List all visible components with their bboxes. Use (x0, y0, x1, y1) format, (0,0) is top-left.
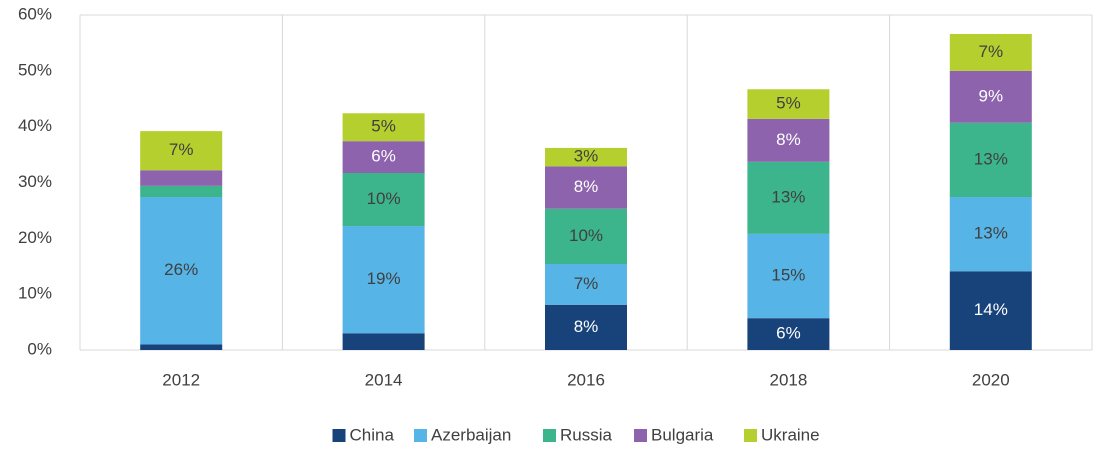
data-label: 7% (979, 42, 1004, 61)
bar-segment (545, 166, 627, 209)
legend-label: Russia (560, 425, 613, 444)
y-tick-label: 30% (18, 172, 52, 191)
x-tick-label: 2014 (365, 370, 403, 389)
x-tick-label: 2018 (769, 370, 807, 389)
bar-segment (545, 208, 627, 265)
y-tick-label: 40% (18, 116, 52, 135)
bar-segment (140, 131, 223, 171)
legend-swatch (744, 429, 757, 442)
bar-segment (545, 264, 627, 305)
bar-segment (747, 318, 830, 350)
bar-segment (747, 118, 830, 162)
bar-segment (342, 226, 425, 334)
bar-segment (545, 304, 627, 350)
bar-segment (949, 271, 1032, 350)
legend-label: Bulgaria (651, 425, 714, 444)
x-tick-label: 2020 (972, 370, 1010, 389)
bar-segment (342, 113, 425, 142)
data-label: 13% (771, 187, 805, 206)
bar-segment (949, 70, 1032, 123)
data-label: 15% (771, 266, 805, 285)
legend-swatch (634, 429, 647, 442)
data-label: 5% (371, 117, 396, 136)
bar-segment (545, 147, 627, 167)
data-label: 7% (169, 140, 194, 159)
data-label: 8% (776, 130, 801, 149)
bar-segment (342, 333, 425, 350)
data-label: 6% (776, 324, 801, 343)
data-label: 19% (367, 269, 401, 288)
bar-segment (140, 344, 223, 350)
bar-segment (140, 170, 223, 186)
data-label: 5% (776, 94, 801, 113)
bar-segment (747, 233, 830, 319)
legend-label: Ukraine (761, 425, 820, 444)
y-tick-label: 50% (18, 60, 52, 79)
y-tick-label: 60% (18, 4, 52, 23)
bar-segment (747, 161, 830, 234)
data-label: 13% (974, 224, 1008, 243)
bar-segment (342, 173, 425, 227)
y-tick-label: 20% (18, 228, 52, 247)
data-label: 10% (367, 189, 401, 208)
data-label: 13% (974, 149, 1008, 168)
data-label: 6% (371, 147, 396, 166)
data-label: 14% (974, 300, 1008, 319)
data-label: 8% (574, 177, 599, 196)
bar-segment (342, 141, 425, 174)
bar-segment (949, 122, 1032, 198)
legend-swatch (414, 429, 427, 442)
legend-label: China (350, 425, 395, 444)
bar-segment (140, 185, 223, 198)
data-label: 10% (569, 226, 603, 245)
y-tick-label: 10% (18, 284, 52, 303)
bar-segment (140, 197, 223, 345)
x-tick-label: 2016 (567, 370, 605, 389)
bar-segment (949, 197, 1032, 272)
data-label: 9% (979, 86, 1004, 105)
legend-swatch (543, 429, 556, 442)
data-label: 3% (574, 147, 599, 166)
data-label: 26% (164, 260, 198, 279)
x-tick-label: 2012 (162, 370, 200, 389)
bar-segment (949, 33, 1032, 71)
bar-segment (747, 89, 830, 119)
legend-label: Azerbaijan (431, 425, 511, 444)
y-tick-label: 0% (27, 339, 52, 358)
legend-swatch (332, 429, 346, 442)
data-label: 7% (574, 274, 599, 293)
data-label: 8% (574, 317, 599, 336)
